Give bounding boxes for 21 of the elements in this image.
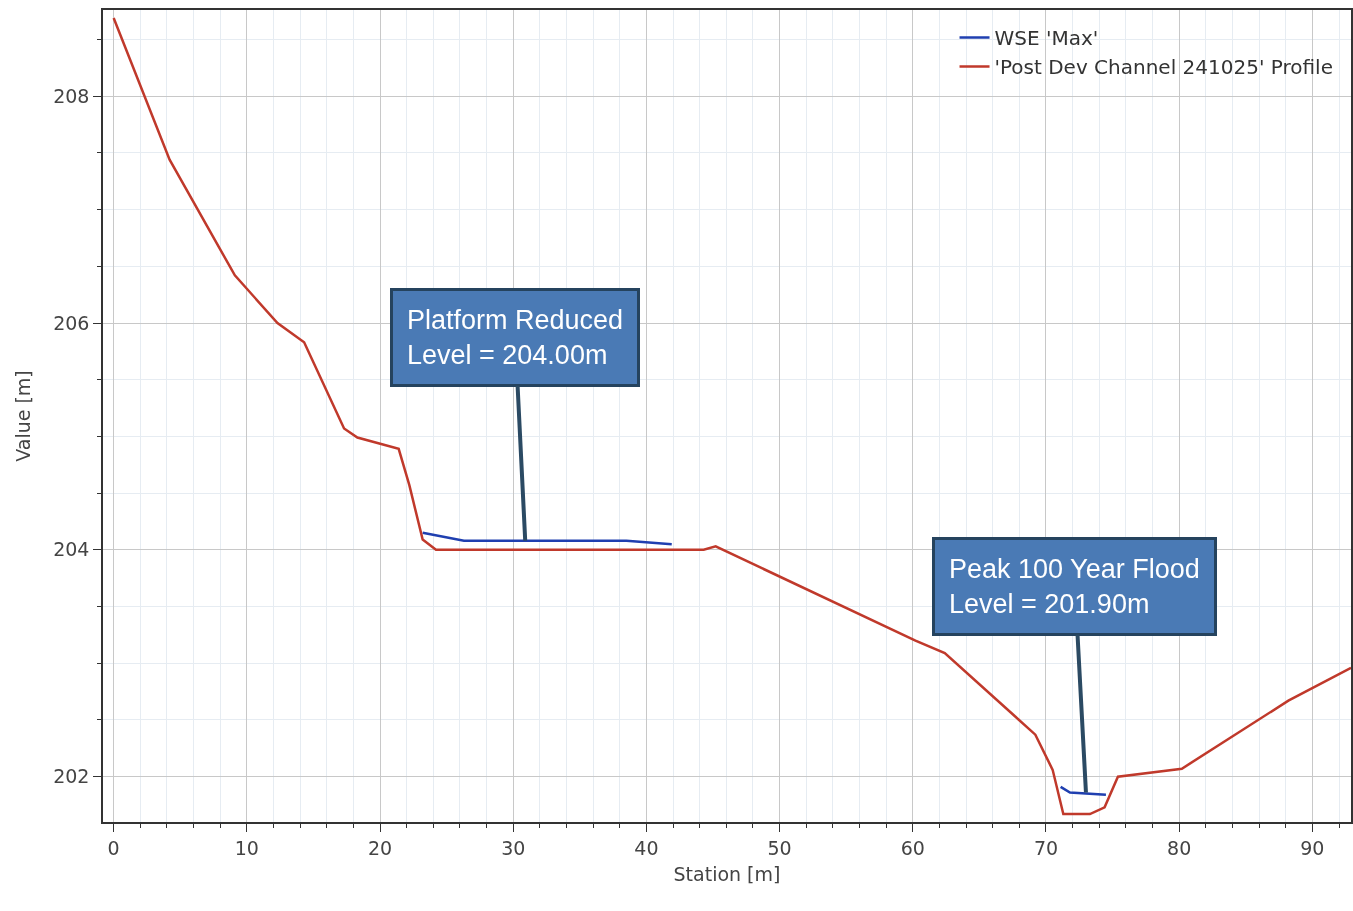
x-tick-label: 30 <box>501 836 526 859</box>
x-tick-label: 40 <box>634 836 659 859</box>
x-tick-label: 10 <box>234 836 259 859</box>
x-tick-label: 80 <box>1167 836 1192 859</box>
y-tick-label: 202 <box>53 765 90 788</box>
x-tick-label: 20 <box>367 836 393 859</box>
y-tick-label: 208 <box>53 84 90 107</box>
x-tick-label: 0 <box>107 836 120 859</box>
x-tick-label: 70 <box>1033 836 1059 859</box>
y-axis-title: Value [m] <box>11 370 34 462</box>
x-tick-label: 60 <box>900 836 925 859</box>
legend-label: WSE 'Max' <box>994 26 1099 51</box>
y-tick-label: 206 <box>53 311 90 334</box>
x-tick-label: 50 <box>767 836 792 859</box>
x-axis-title: Station [m] <box>673 862 781 885</box>
x-tick-label: 90 <box>1300 836 1325 859</box>
annotation: Platform Reduced Level = 204.00m <box>407 305 624 371</box>
y-tick-label: 204 <box>53 538 90 561</box>
annotation: Peak 100 Year Flood Level = 201.90m <box>949 554 1200 620</box>
line-series <box>112 16 1351 816</box>
legend-label: 'Post Dev Channel 241025' Profile <box>994 55 1333 80</box>
